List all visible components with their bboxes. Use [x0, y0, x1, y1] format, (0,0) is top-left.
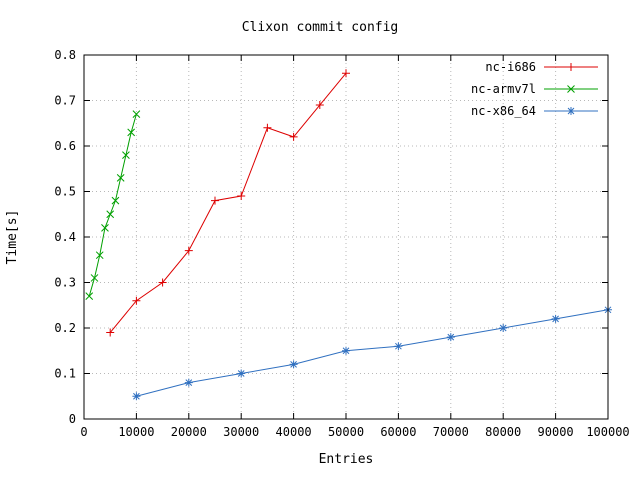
y-tick-label: 0.1	[54, 367, 76, 381]
legend-sample-marker-nc-x86_64	[567, 107, 575, 115]
x-tick-label: 50000	[328, 425, 364, 439]
y-tick-label: 0	[69, 412, 76, 426]
legend-label-nc-armv7l: nc-armv7l	[471, 82, 536, 96]
y-tick-label: 0.6	[54, 139, 76, 153]
series-layer	[85, 69, 612, 401]
y-tick-label: 0.2	[54, 321, 76, 335]
tick-layer: 0 10000 20000 30000 40000 50000 60000 70000 8000…	[54, 48, 629, 439]
legend-label-nc-x86_64: nc-x86_64	[471, 104, 536, 118]
series-nc-armv7l-markers	[85, 110, 141, 301]
legend-sample-marker-nc-armv7l	[567, 85, 575, 93]
chart-title: Clixon commit config	[242, 20, 399, 35]
x-tick-label: 0	[80, 425, 87, 439]
series-nc-i686-line	[109, 72, 347, 333]
x-tick-label: 30000	[223, 425, 259, 439]
y-tick-label: 0.4	[54, 230, 76, 244]
series-nc-x86_64-line	[136, 309, 609, 397]
y-tick-label: 0.5	[54, 185, 76, 199]
series-nc-i686-markers	[106, 69, 350, 337]
x-tick-label: 60000	[380, 425, 416, 439]
series-nc-x86_64-markers	[132, 305, 612, 401]
grid-layer	[84, 55, 608, 419]
legend-label-nc-i686: nc-i686	[485, 60, 536, 74]
x-axis-label: Entries	[319, 452, 374, 467]
x-tick-label: 100000	[586, 425, 629, 439]
x-tick-label: 20000	[171, 425, 207, 439]
x-tick-label: 90000	[538, 425, 574, 439]
y-axis-label: Time[s]	[5, 210, 20, 265]
series-nc-armv7l-line	[88, 114, 137, 297]
y-tick-label: 0.8	[54, 48, 76, 62]
legend-sample-marker-nc-i686	[567, 63, 575, 71]
y-tick-label: 0.7	[54, 94, 76, 108]
x-tick-label: 70000	[433, 425, 469, 439]
y-tick-label: 0.3	[54, 276, 76, 290]
legend: nc-i686 nc-armv7l nc-x86_64	[471, 60, 598, 118]
x-tick-label: 10000	[118, 425, 154, 439]
x-tick-label: 80000	[485, 425, 521, 439]
x-tick-label: 40000	[276, 425, 312, 439]
